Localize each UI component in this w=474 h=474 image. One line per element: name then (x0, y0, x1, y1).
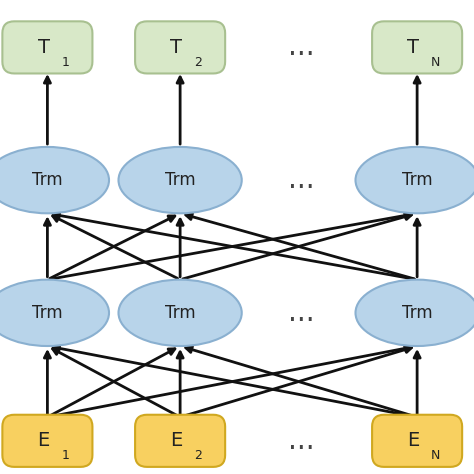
Text: 1: 1 (62, 56, 69, 69)
Text: E: E (407, 431, 419, 450)
FancyBboxPatch shape (372, 21, 462, 73)
Text: ...: ... (288, 299, 314, 327)
Text: Trm: Trm (402, 304, 432, 322)
FancyBboxPatch shape (135, 21, 225, 73)
FancyBboxPatch shape (135, 415, 225, 467)
Text: 2: 2 (194, 56, 202, 69)
Text: Trm: Trm (32, 171, 63, 189)
Text: T: T (407, 38, 419, 57)
Text: Trm: Trm (165, 171, 195, 189)
FancyBboxPatch shape (2, 415, 92, 467)
Text: 2: 2 (194, 449, 202, 463)
Text: ...: ... (288, 166, 314, 194)
Text: T: T (37, 38, 50, 57)
Ellipse shape (356, 147, 474, 213)
Ellipse shape (0, 147, 109, 213)
Text: ...: ... (288, 33, 314, 62)
Ellipse shape (0, 280, 109, 346)
Text: 1: 1 (62, 449, 69, 463)
Text: E: E (170, 431, 182, 450)
Text: ...: ... (288, 427, 314, 455)
Text: Trm: Trm (165, 304, 195, 322)
Text: N: N (430, 449, 440, 463)
FancyBboxPatch shape (2, 21, 92, 73)
Ellipse shape (356, 280, 474, 346)
Text: Trm: Trm (32, 304, 63, 322)
Text: Trm: Trm (402, 171, 432, 189)
Text: T: T (170, 38, 182, 57)
Ellipse shape (118, 147, 242, 213)
Ellipse shape (118, 280, 242, 346)
Text: N: N (430, 56, 440, 69)
FancyBboxPatch shape (372, 415, 462, 467)
Text: E: E (37, 431, 50, 450)
